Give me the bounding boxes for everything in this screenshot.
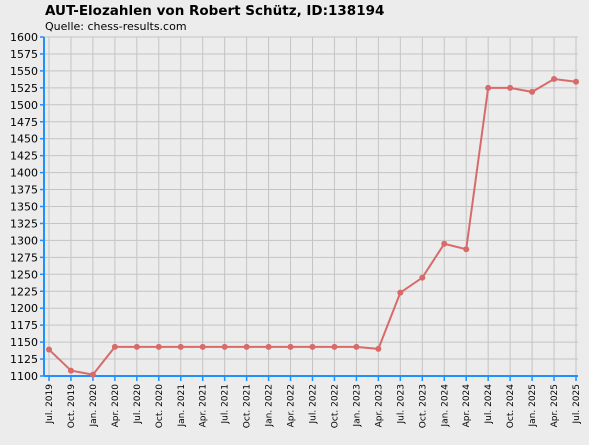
x-tick-label: Jul. 2022 bbox=[309, 384, 319, 425]
y-tick-label: 1250 bbox=[10, 268, 38, 281]
grid-lines bbox=[44, 36, 578, 377]
x-tick-label: Jul. 2024 bbox=[484, 384, 494, 425]
x-tick-label: Jul. 2021 bbox=[221, 384, 231, 425]
data-point bbox=[573, 78, 579, 85]
data-point bbox=[397, 289, 404, 296]
data-point bbox=[331, 343, 338, 350]
y-tick-label: 1175 bbox=[10, 319, 38, 332]
chart-title: AUT-Elozahlen von Robert Schütz, ID:1381… bbox=[45, 3, 385, 19]
x-tick-label: Jul. 2025 bbox=[572, 384, 582, 425]
y-tick-label: 1100 bbox=[10, 370, 38, 383]
data-point bbox=[243, 343, 250, 350]
x-tick-labels: Jul. 2019 Oct. 2019 Jan. 2020 Apr. 2020 Jul.… bbox=[45, 384, 582, 428]
y-tick-label: 1400 bbox=[10, 167, 38, 180]
y-tick-label: 1500 bbox=[10, 99, 38, 112]
x-tick-label: Apr. 2023 bbox=[374, 384, 384, 427]
x-tick-label: Jan. 2025 bbox=[528, 384, 538, 428]
x-tick-label: Apr. 2020 bbox=[111, 384, 121, 428]
y-tick-label: 1350 bbox=[10, 201, 38, 214]
x-tick-label: Jan. 2020 bbox=[89, 384, 99, 428]
data-point bbox=[89, 371, 96, 378]
y-tick-label: 1300 bbox=[10, 234, 38, 247]
data-point bbox=[111, 343, 118, 350]
data-point bbox=[46, 346, 52, 353]
y-tick-label: 1150 bbox=[10, 336, 38, 349]
data-point bbox=[309, 343, 316, 350]
y-tick-label: 1600 bbox=[10, 31, 38, 44]
data-point bbox=[353, 343, 360, 350]
x-tick-label: Apr. 2021 bbox=[199, 384, 209, 427]
x-tick-label: Apr. 2024 bbox=[462, 384, 472, 428]
data-point bbox=[463, 246, 470, 253]
y-tick-label: 1275 bbox=[10, 251, 38, 264]
x-tick-label: Jan. 2022 bbox=[265, 384, 275, 428]
x-tick-label: Oct. 2019 bbox=[67, 384, 77, 428]
y-tick-label: 1200 bbox=[10, 302, 38, 315]
x-tick-label: Jan. 2023 bbox=[352, 384, 362, 428]
x-tick-label: Oct. 2024 bbox=[506, 384, 516, 428]
data-point bbox=[507, 84, 514, 91]
data-point bbox=[177, 343, 184, 350]
data-point bbox=[199, 343, 206, 350]
data-point bbox=[155, 343, 162, 350]
y-tick-label: 1575 bbox=[10, 48, 38, 61]
axes bbox=[40, 36, 578, 381]
y-tick-label: 1125 bbox=[10, 353, 38, 366]
x-tick-label: Jul. 2019 bbox=[45, 384, 55, 425]
data-point bbox=[551, 76, 558, 83]
x-tick-label: Oct. 2023 bbox=[418, 384, 428, 428]
data-series bbox=[46, 76, 579, 378]
x-tick-label: Jul. 2023 bbox=[396, 384, 406, 425]
x-tick-label: Jan. 2024 bbox=[440, 384, 450, 428]
data-point bbox=[375, 345, 382, 352]
x-tick-label: Oct. 2022 bbox=[330, 384, 340, 428]
data-point bbox=[419, 274, 426, 281]
x-tick-label: Jul. 2020 bbox=[133, 384, 143, 425]
data-point bbox=[265, 343, 272, 350]
y-tick-label: 1450 bbox=[10, 133, 38, 146]
data-point bbox=[287, 343, 294, 350]
y-tick-label: 1425 bbox=[10, 150, 38, 163]
data-point bbox=[441, 240, 448, 247]
y-tick-labels: 1100 1125 1150 1175 1200 1225 1250 1275 1300 1325… bbox=[10, 31, 38, 383]
y-tick-label: 1325 bbox=[10, 217, 38, 230]
data-point bbox=[529, 88, 536, 95]
chart-subtitle: Quelle: chess-results.com bbox=[45, 20, 187, 33]
y-tick-label: 1550 bbox=[10, 65, 38, 78]
data-point bbox=[221, 343, 228, 350]
x-tick-label: Jan. 2021 bbox=[177, 384, 187, 428]
y-tick-label: 1525 bbox=[10, 82, 38, 95]
y-tick-label: 1475 bbox=[10, 116, 38, 129]
data-point bbox=[485, 84, 492, 91]
data-point bbox=[133, 343, 140, 350]
y-tick-label: 1225 bbox=[10, 285, 38, 298]
y-tick-label: 1375 bbox=[10, 184, 38, 197]
x-tick-label: Apr. 2025 bbox=[550, 384, 560, 427]
data-point bbox=[67, 367, 74, 374]
x-tick-label: Oct. 2021 bbox=[243, 384, 253, 428]
x-tick-label: Oct. 2020 bbox=[155, 384, 165, 428]
x-tick-label: Apr. 2022 bbox=[287, 384, 297, 427]
